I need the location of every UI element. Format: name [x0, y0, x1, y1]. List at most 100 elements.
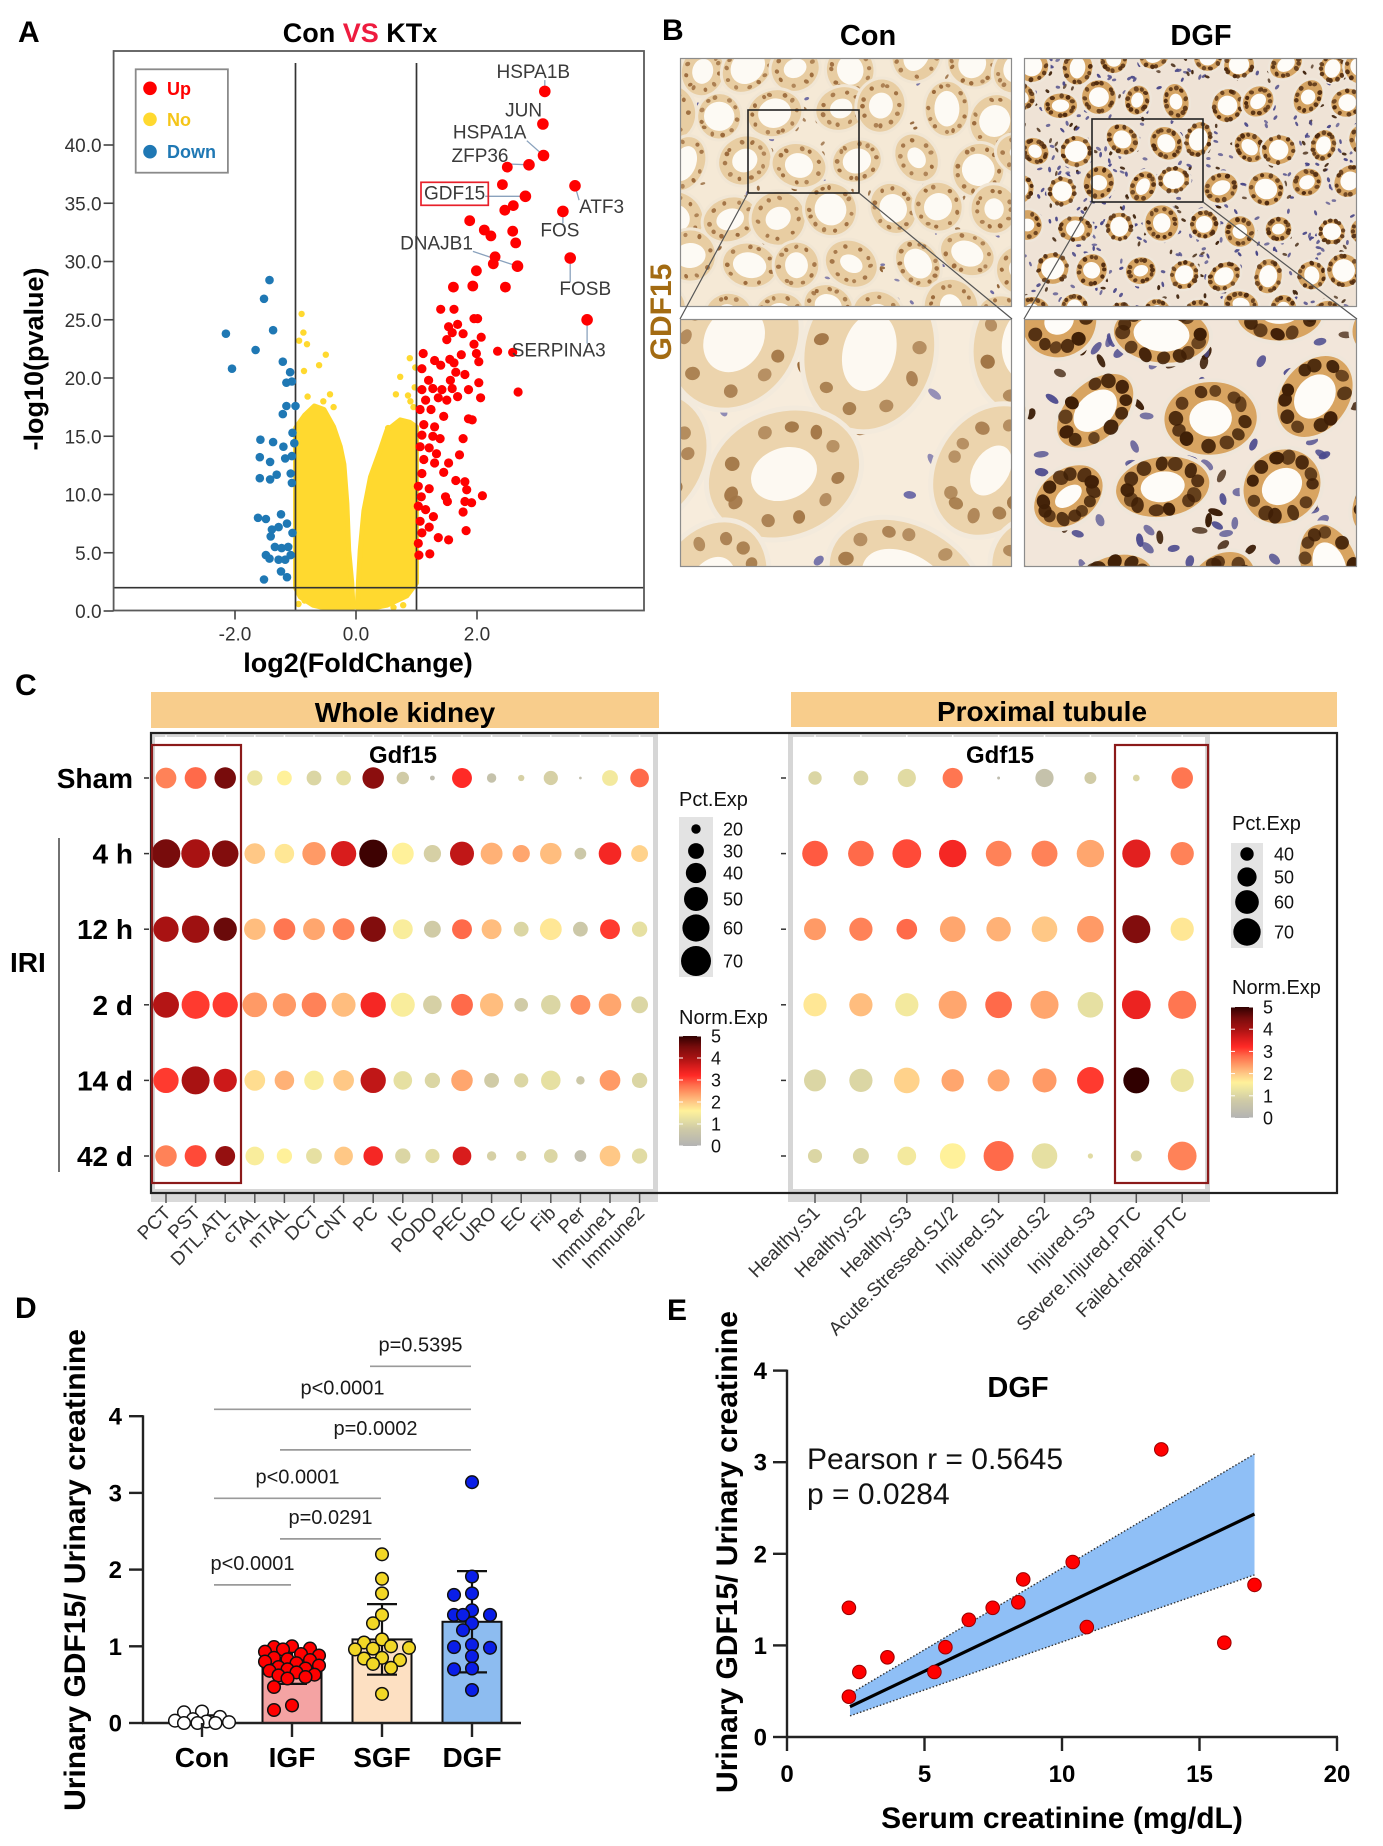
cell-nucleus	[1313, 171, 1319, 177]
tubule	[680, 227, 719, 284]
dot-immune1-14-d	[599, 1070, 621, 1091]
cell-nucleus	[1164, 311, 1170, 317]
color-legend-title: Norm.Exp	[1232, 977, 1321, 999]
point-up	[417, 364, 427, 374]
cell-nucleus	[623, 510, 637, 525]
tubule-epithelium	[990, 58, 1012, 96]
cell-nucleus	[1362, 218, 1369, 224]
zoom-guide-line	[858, 192, 1013, 320]
cell-nucleus	[1163, 154, 1169, 159]
cell-nucleus	[776, 166, 782, 171]
cell-nucleus	[1184, 172, 1189, 178]
cell-nucleus	[1252, 134, 1257, 140]
cell-nucleus	[809, 72, 814, 78]
tubule	[1160, 81, 1192, 122]
cell-nucleus	[1198, 602, 1216, 619]
cell-nucleus	[724, 456, 740, 472]
cell-nucleus	[1217, 153, 1224, 157]
cell-nucleus	[1109, 150, 1113, 156]
cell-nucleus	[839, 148, 844, 155]
cell-nucleus	[726, 98, 732, 103]
data-point	[464, 1586, 480, 1601]
point-no-change	[392, 391, 400, 398]
cell-nucleus	[1308, 232, 1311, 239]
point-up	[436, 304, 446, 314]
cell-nucleus	[1157, 175, 1163, 181]
cell-nucleus	[1103, 419, 1119, 435]
cell-nucleus	[1134, 108, 1140, 115]
data-point	[938, 1639, 953, 1655]
tubule	[1160, 378, 1261, 459]
cell-nucleus	[1084, 183, 1090, 190]
cell-nucleus	[1331, 115, 1337, 119]
cell-nucleus	[1296, 61, 1301, 66]
cell-nucleus	[737, 200, 742, 205]
dot-pct-4-h	[151, 839, 181, 868]
cell-nucleus	[1338, 169, 1344, 175]
tubule-lumen	[1271, 223, 1286, 235]
tubule	[922, 78, 972, 139]
cell-nucleus	[1115, 406, 1129, 420]
cell-nucleus	[1250, 298, 1255, 304]
cell-nucleus	[1115, 148, 1121, 154]
cell-nucleus	[1274, 84, 1280, 90]
cell-nucleus	[1233, 209, 1238, 215]
point-up	[461, 526, 471, 536]
dot-failed-repair-ptc-42-d	[1167, 1141, 1197, 1171]
cell-nucleus	[985, 147, 990, 153]
dot-uro-12-h	[481, 919, 502, 940]
point-up	[493, 346, 503, 356]
cell-nucleus	[1068, 509, 1082, 522]
cell-nucleus	[1241, 241, 1246, 245]
cell-nucleus	[1055, 85, 1061, 89]
cell-nucleus	[1130, 440, 1139, 453]
point-up	[474, 357, 484, 367]
x-tick-label: 2.0	[464, 625, 490, 646]
tubule-lumen	[765, 206, 791, 230]
cell-nucleus	[852, 279, 857, 284]
dot-ctal-12-h	[244, 918, 266, 940]
dot-pst-4-h	[181, 839, 210, 868]
cell-nucleus	[1377, 342, 1383, 358]
cell-nucleus	[1127, 264, 1133, 270]
cell-nucleus	[1015, 83, 1020, 88]
gene-label-fos: FOS	[540, 221, 579, 242]
cell-nucleus	[1246, 220, 1251, 227]
cell-nucleus	[789, 97, 795, 103]
cell-nucleus	[1208, 603, 1223, 620]
cell-nucleus	[1155, 234, 1161, 239]
cell-nucleus	[1231, 556, 1246, 567]
cell-nucleus	[775, 236, 780, 241]
cell-nucleus	[1036, 268, 1042, 273]
y-tick-label: 30.0	[65, 253, 102, 274]
tubule-lumen	[1356, 224, 1357, 238]
cell-nucleus	[1225, 594, 1244, 613]
cell-nucleus	[1058, 226, 1063, 232]
cell-nucleus	[1102, 167, 1107, 173]
cell-nucleus	[808, 214, 813, 219]
row-label-4-h: 4 h	[93, 839, 133, 870]
cell-nucleus	[1201, 438, 1216, 454]
cell-nucleus	[780, 128, 785, 133]
tubule	[994, 243, 1012, 297]
cell-nucleus	[1054, 141, 1059, 147]
cell-nucleus	[1030, 212, 1035, 217]
tubule	[1259, 132, 1298, 167]
point-up	[451, 475, 461, 486]
cell-nucleus	[906, 371, 918, 387]
dot-immune1-12-h	[600, 919, 620, 940]
cell-nucleus	[1272, 313, 1278, 318]
cell-nucleus	[996, 71, 1001, 77]
point-up	[471, 265, 482, 277]
cell-nucleus	[715, 60, 721, 66]
cell-nucleus	[1071, 191, 1077, 197]
cell-nucleus	[1062, 310, 1068, 316]
data-point	[455, 1623, 471, 1638]
cell-nucleus	[1176, 145, 1182, 150]
cell-nucleus	[1166, 128, 1172, 133]
cell-nucleus	[878, 218, 883, 224]
points-dgf	[446, 1475, 498, 1698]
legend-item-no: No	[143, 110, 191, 130]
cell-nucleus	[1096, 247, 1102, 252]
